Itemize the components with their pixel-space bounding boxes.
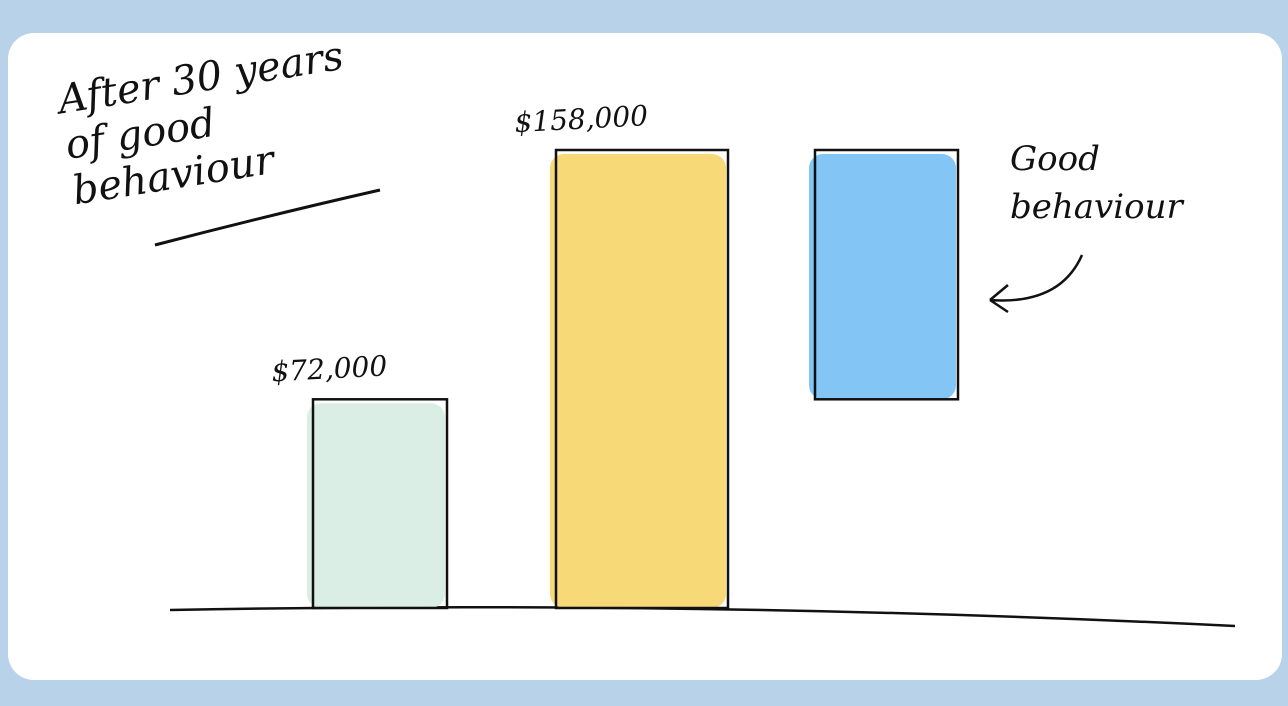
annotation: Good behaviour <box>1010 139 1183 227</box>
bar-fill <box>550 154 726 608</box>
bar-fill <box>307 403 445 608</box>
value-label: $72,000 <box>271 349 388 388</box>
value-label: $158,000 <box>514 99 649 139</box>
bar-outline <box>554 148 730 610</box>
title-underline <box>154 188 381 247</box>
bar-outline <box>813 148 960 401</box>
bar-outline <box>311 398 449 610</box>
baseline <box>169 605 1236 628</box>
bar-fill <box>809 154 956 400</box>
arrow <box>989 254 1084 314</box>
